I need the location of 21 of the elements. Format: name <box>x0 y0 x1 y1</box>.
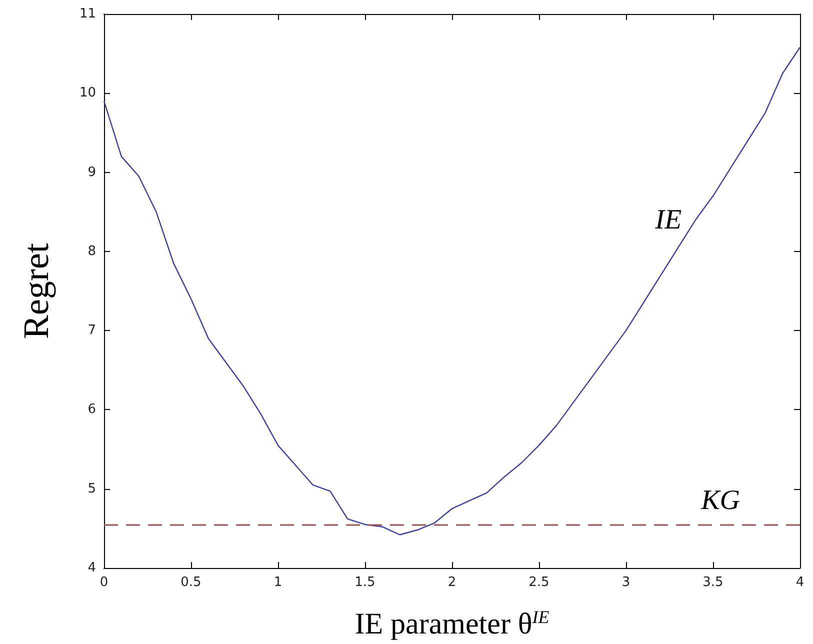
line-series <box>103 46 801 536</box>
y-tick-label: 5 <box>88 481 96 496</box>
x-tick-label: 1 <box>274 575 282 590</box>
x-tick-label: 1.5 <box>354 575 376 590</box>
x-tick-label: 3 <box>622 575 630 590</box>
series-label: IE <box>654 204 682 236</box>
x-tick-label: 4 <box>796 575 804 590</box>
y-tick-label: 6 <box>88 402 96 418</box>
y-tick-label: 4 <box>88 560 96 576</box>
y-tick-label: 10 <box>79 86 96 101</box>
x-tick-label: 2 <box>448 575 456 590</box>
y-tick-label: 9 <box>88 164 96 180</box>
y-tick-label: 11 <box>79 6 96 22</box>
x-tick-label: 0 <box>100 575 108 590</box>
y-axis-title: Regret <box>16 243 56 339</box>
x-tick-label: 2.5 <box>528 575 550 590</box>
ref-line-label: KG <box>700 484 740 516</box>
y-tick-label: 7 <box>88 323 96 338</box>
x-tick-label: 0.5 <box>180 575 202 590</box>
x-tick-label: 3.5 <box>702 575 724 590</box>
y-tick-label: 8 <box>88 244 96 259</box>
